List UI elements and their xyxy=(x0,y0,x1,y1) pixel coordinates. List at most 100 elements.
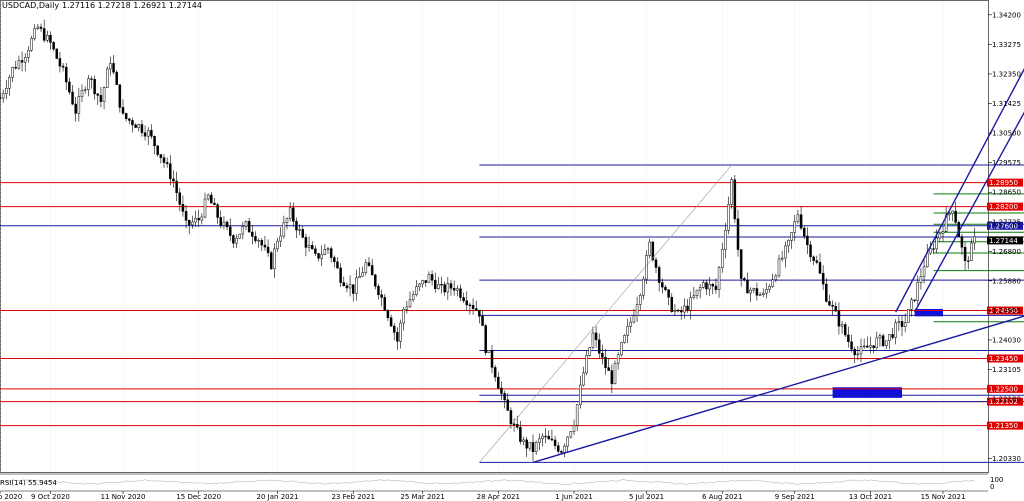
price-tag-label: 1.28200 xyxy=(989,203,1018,211)
candle-body xyxy=(191,221,194,226)
candle-body xyxy=(730,179,733,205)
price-tag-box xyxy=(987,221,1023,230)
candle-body xyxy=(572,425,576,432)
chart-grid xyxy=(0,0,989,492)
candle-body xyxy=(380,294,383,298)
rsi-panel xyxy=(0,479,975,485)
chart-header-ohlc: 1.27116 1.27218 1.26921 1.27144 xyxy=(62,1,202,10)
candle-body xyxy=(317,253,320,259)
candle-body xyxy=(790,232,793,241)
candle-body xyxy=(821,272,825,285)
candle-body xyxy=(679,310,683,313)
candle-body xyxy=(358,275,361,279)
candle-body xyxy=(411,294,415,301)
fibonacci-levels: 100.076.461.850.038.223.6 1.22274261.80.… xyxy=(479,164,1024,463)
candle-body xyxy=(260,240,264,246)
price-zones xyxy=(832,308,943,398)
candle-body xyxy=(336,261,339,269)
candle-body xyxy=(90,78,93,80)
trendlines[interactable] xyxy=(479,2,1024,464)
time-tick-label: 9 Sep 2021 xyxy=(775,493,815,501)
candle-body xyxy=(743,278,746,281)
candle-body xyxy=(77,96,81,114)
trendline xyxy=(532,315,1024,464)
candle-body xyxy=(575,404,579,426)
candle-body xyxy=(87,78,90,90)
time-tick-label: 23 Feb 2021 xyxy=(331,493,375,501)
candle-body xyxy=(720,249,724,268)
candle-body xyxy=(225,221,229,228)
candle-body xyxy=(49,35,52,43)
candle-body xyxy=(124,113,128,120)
last-price-tag-box xyxy=(987,236,1023,245)
candle-body xyxy=(490,350,494,368)
candle-body xyxy=(493,367,497,378)
candle-body xyxy=(219,217,223,226)
candlesticks xyxy=(0,19,976,462)
highlight-zone xyxy=(832,387,902,398)
candle-body xyxy=(966,260,970,262)
candle-body xyxy=(620,342,623,356)
candle-body xyxy=(560,451,563,453)
candle-body xyxy=(146,130,150,137)
candle-body xyxy=(929,248,932,254)
candle-body xyxy=(80,90,84,97)
candle-body xyxy=(888,334,891,342)
time-axis[interactable]: 17 Sep 2020 9 Oct 2020 11 Nov 2020 15 Dec 2… xyxy=(0,491,965,501)
candle-body xyxy=(881,335,885,346)
candle-body xyxy=(244,221,248,227)
candle-body xyxy=(900,321,904,327)
candle-body xyxy=(815,260,819,263)
candle-body xyxy=(556,445,560,452)
price-axis[interactable]: 1.34200 1.33275 1.32350 1.31425 1.30500 1.295… xyxy=(988,11,1021,463)
candle-body xyxy=(512,423,516,425)
candle-body xyxy=(333,257,336,263)
candle-body xyxy=(181,204,185,212)
candle-body xyxy=(55,48,59,59)
candle-body xyxy=(282,222,286,237)
time-tick-label: 13 Oct 2021 xyxy=(849,493,892,501)
candle-body xyxy=(131,120,134,126)
candle-body xyxy=(288,207,292,219)
candle-body xyxy=(471,305,475,309)
candle-body xyxy=(279,235,282,242)
candle-body xyxy=(386,310,390,318)
candle-body xyxy=(71,91,74,105)
candle-body xyxy=(443,284,446,293)
candle-body xyxy=(415,286,418,295)
candle-body xyxy=(405,306,409,310)
time-tick-label: 1 Jun 2021 xyxy=(555,493,593,501)
candle-body xyxy=(910,299,913,310)
candle-body xyxy=(396,332,399,342)
candle-body xyxy=(355,277,358,294)
candle-body xyxy=(780,257,784,260)
rsi-scale-top: 100 xyxy=(990,476,1003,484)
candle-body xyxy=(269,252,273,270)
candle-body xyxy=(897,321,901,324)
candle-body xyxy=(52,42,55,50)
trendline xyxy=(914,111,1024,313)
rsi-scale-bottom: 0 xyxy=(990,483,994,491)
price-tag-label: 1.23450 xyxy=(989,355,1018,363)
time-tick-label: 15 Nov 2021 xyxy=(921,493,966,501)
candle-body xyxy=(550,438,554,441)
candle-body xyxy=(749,289,752,294)
candle-body xyxy=(115,71,118,85)
candle-body xyxy=(784,245,787,259)
price-tick-label: 1.32350 xyxy=(992,70,1021,78)
candle-body xyxy=(673,309,677,312)
candle-body xyxy=(96,93,100,96)
candle-body xyxy=(83,89,87,91)
candle-body xyxy=(427,274,431,283)
price-tag-label: 1.24950 xyxy=(989,307,1018,315)
horizontal-levels xyxy=(0,182,988,427)
candle-body xyxy=(935,237,938,250)
candle-body xyxy=(462,297,465,301)
candle-body xyxy=(878,335,882,339)
candle-body xyxy=(796,214,800,222)
candle-body xyxy=(629,321,633,327)
candle-body xyxy=(342,282,346,286)
candle-body xyxy=(159,154,163,158)
candle-body xyxy=(143,132,147,137)
